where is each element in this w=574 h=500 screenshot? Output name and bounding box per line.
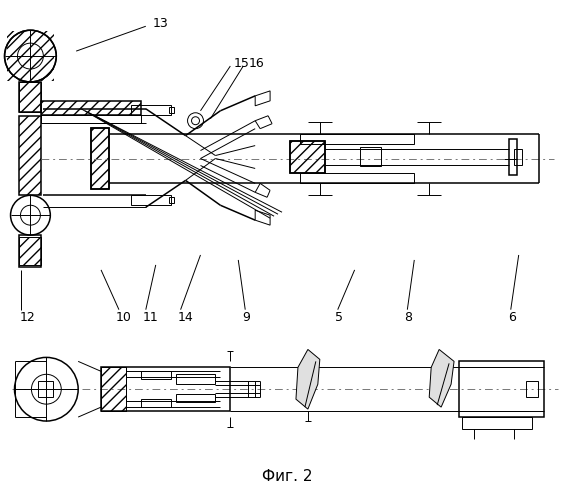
Bar [38,382,53,397]
Bar [514,148,522,166]
Bar [526,382,538,397]
Text: 8: 8 [404,311,412,324]
Text: 10: 10 [116,311,132,324]
Bar [462,417,532,429]
Polygon shape [296,350,320,409]
Text: 15: 15 [233,56,249,70]
Text: 16: 16 [248,56,264,70]
Text: 12: 12 [20,311,35,324]
Bar [20,237,41,265]
Bar [176,374,215,384]
Bar [41,115,141,122]
Bar [101,368,126,411]
Text: 14: 14 [177,311,193,324]
Bar [290,140,325,173]
Polygon shape [429,350,454,407]
Bar [141,372,170,380]
Bar [91,128,109,190]
Bar [91,128,109,190]
Text: Фиг. 2: Фиг. 2 [262,469,312,484]
Bar [359,146,382,167]
Text: 13: 13 [153,17,169,30]
Bar [131,105,170,115]
Bar [141,399,170,407]
Bar [176,394,215,402]
Polygon shape [255,91,270,106]
Bar [169,107,173,113]
Bar [101,368,126,411]
Bar [131,196,170,205]
Bar [6,31,55,56]
Bar [101,368,230,411]
Text: 9: 9 [242,311,250,324]
Bar [41,101,141,115]
Bar [20,82,41,112]
Polygon shape [255,210,270,225]
Bar [20,82,41,112]
Bar [300,134,414,143]
Bar [20,235,41,267]
Text: 6: 6 [508,311,515,324]
Bar [300,174,414,184]
Bar [509,138,517,175]
Bar [20,116,41,196]
Bar [290,140,325,173]
Text: 11: 11 [143,311,158,324]
Bar [6,56,55,81]
Bar [169,198,173,203]
Bar [459,362,544,417]
Text: 5: 5 [335,311,343,324]
